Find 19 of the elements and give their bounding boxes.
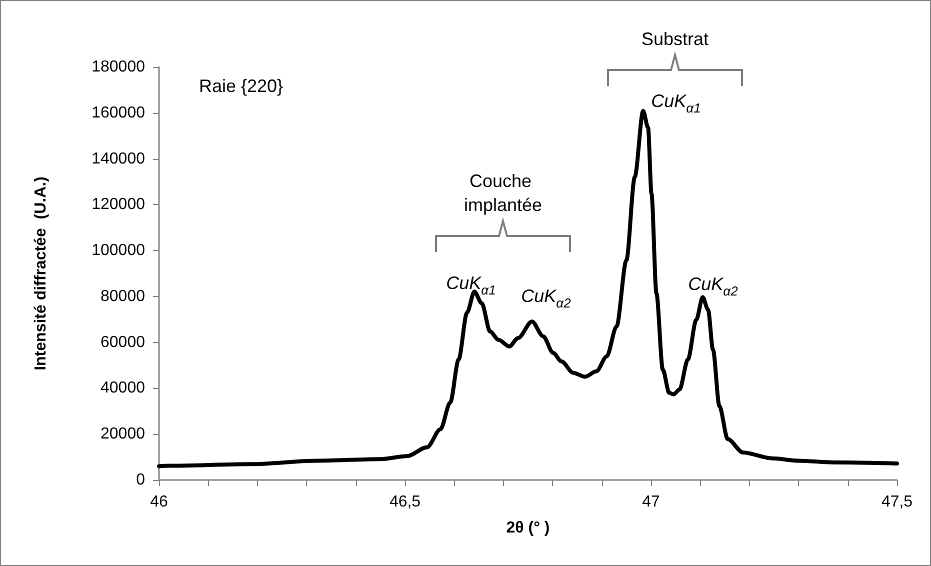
x-axis-title: 2θ (° ) xyxy=(506,520,550,536)
y-tick-label: 100000 xyxy=(92,242,146,260)
y-tick-label: 120000 xyxy=(92,196,146,214)
y-tick-label: 140000 xyxy=(92,150,146,168)
text: Substrat xyxy=(641,29,709,49)
x-tick-label: 46,5 xyxy=(389,494,421,510)
x-tick-label: 47 xyxy=(642,494,660,510)
y-tick-label: 180000 xyxy=(92,58,146,76)
x-tick-label: 47,5 xyxy=(881,494,913,510)
y-tick-label: 40000 xyxy=(100,380,146,397)
annotation: Couche implantée xyxy=(464,171,542,215)
y-axis-title: Intensité diffractée (U.A.) xyxy=(32,176,50,370)
y-tick-label: 160000 xyxy=(92,104,146,122)
x-tick-label: 46 xyxy=(150,494,168,510)
y-tick-label: 60000 xyxy=(100,334,146,351)
y-tick-label: 80000 xyxy=(100,288,146,305)
annotation: Raie {220} xyxy=(198,76,284,96)
y-tick-label: 0 xyxy=(136,472,146,488)
y-tick-label: 20000 xyxy=(100,426,146,443)
